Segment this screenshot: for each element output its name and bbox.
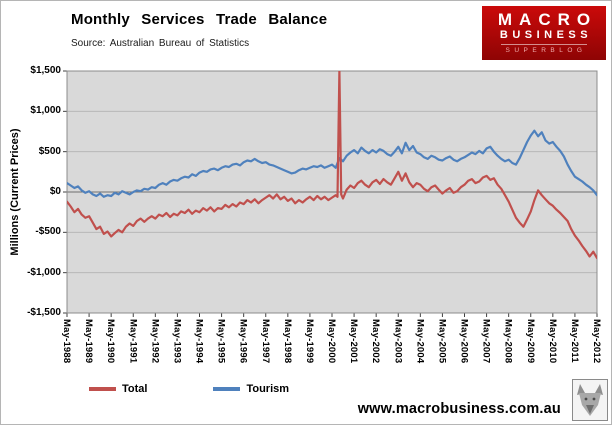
legend-swatch-tourism — [213, 387, 241, 391]
x-tick-label: May-1989 — [83, 319, 95, 364]
x-tick-label: May-2010 — [546, 319, 558, 364]
logo-text-macro: MACRO — [497, 10, 598, 29]
logo-text-superblog: SUPERBLOG — [505, 47, 587, 54]
y-tick-label: $1,500 — [30, 65, 61, 76]
x-tick-label: May-1995 — [215, 319, 227, 364]
x-tick-label: May-1993 — [171, 319, 183, 364]
series-line-total — [67, 71, 597, 260]
macrobusiness-logo: MACRO BUSINESS SUPERBLOG — [482, 6, 606, 60]
chart-source: Source: Australian Bureau of Statistics — [71, 38, 250, 49]
x-tick-label: May-2006 — [458, 319, 470, 364]
x-tick-label: May-1988 — [61, 319, 72, 364]
legend-label-total: Total — [122, 383, 148, 395]
x-tick-label: May-2002 — [370, 319, 382, 364]
x-tick-label: May-1991 — [127, 319, 139, 364]
y-tick-label: -$1,000 — [27, 266, 61, 278]
legend-swatch-total — [89, 387, 116, 391]
x-tick-label: May-2012 — [591, 319, 602, 364]
x-tick-label: May-2005 — [436, 319, 448, 364]
series-line-tourism — [67, 129, 597, 198]
x-tick-label: May-1997 — [259, 319, 271, 364]
x-tick-label: May-1999 — [303, 319, 315, 364]
wolf-logo — [572, 379, 608, 421]
legend-label-tourism: Tourism — [246, 383, 290, 395]
y-tick-label: $0 — [49, 186, 61, 197]
plot-border — [66, 70, 598, 314]
x-tick-label: May-1992 — [149, 319, 161, 364]
logo-divider — [501, 44, 587, 45]
x-tick-label: May-2009 — [524, 319, 536, 364]
y-tick-label: $500 — [38, 145, 61, 157]
legend-item-total: Total — [89, 383, 147, 395]
x-tick-label: May-1994 — [193, 319, 205, 364]
x-tick-label: May-2003 — [392, 319, 404, 364]
y-tick-label: $1,000 — [30, 105, 61, 117]
x-tick-label: May-2011 — [568, 319, 580, 363]
x-tick-label: May-2007 — [480, 319, 492, 364]
legend-item-tourism: Tourism — [213, 383, 289, 395]
x-tick-label: May-2001 — [348, 319, 360, 364]
chart-title: Monthly Services Trade Balance — [71, 11, 328, 28]
wolf-icon — [577, 384, 603, 416]
x-tick-label: May-1998 — [281, 319, 293, 364]
x-tick-label: May-2004 — [414, 319, 426, 364]
x-tick-label: May-2008 — [502, 319, 514, 364]
website-url[interactable]: www.macrobusiness.com.au — [357, 401, 561, 417]
y-tick-label: -$500 — [35, 226, 61, 238]
x-tick-label: May-1996 — [237, 319, 249, 364]
logo-text-business: BUSINESS — [499, 29, 593, 41]
chart-legend: Total Tourism — [89, 383, 289, 395]
x-tick-label: May-2000 — [326, 319, 337, 364]
y-tick-label: -$1,500 — [27, 307, 61, 318]
x-tick-label: May-1990 — [105, 319, 117, 364]
